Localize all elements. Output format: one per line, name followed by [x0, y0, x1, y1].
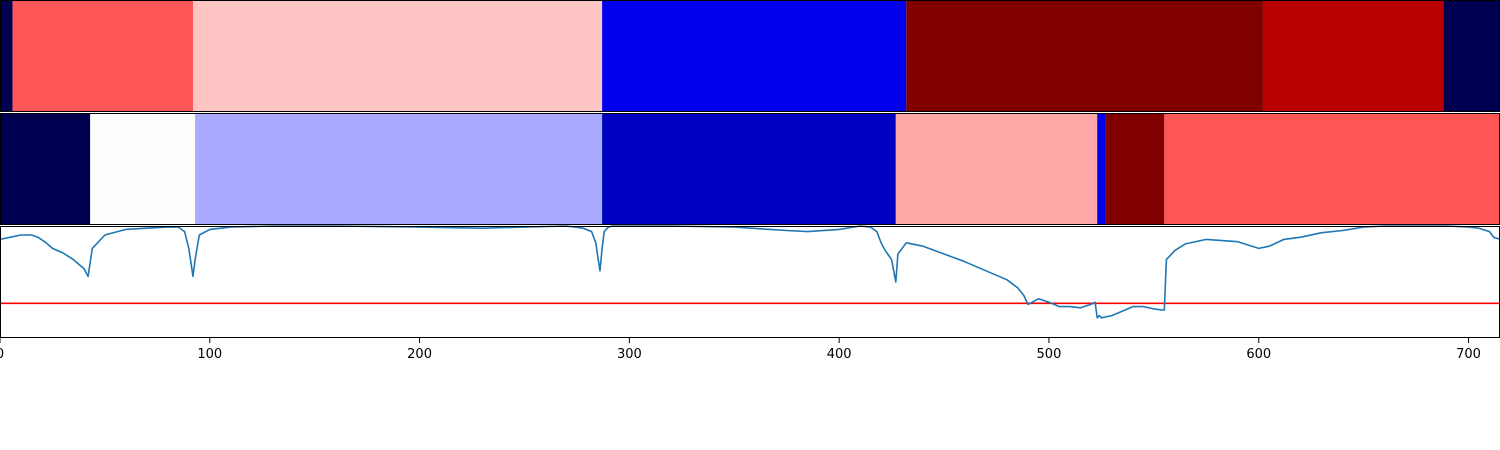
heatmap-segment-1-7 — [1443, 0, 1500, 112]
heatmap-segment-1-1 — [0, 0, 13, 112]
heatmap-segment-1-3 — [193, 0, 603, 112]
heatmap-strip-bottom — [0, 113, 1500, 225]
x-tick-label-500: 500 — [1037, 347, 1062, 362]
heatmap-segment-1-2 — [12, 0, 194, 112]
heatmap-segment-2-5 — [895, 113, 1098, 225]
heatmap-strip-top — [0, 0, 1500, 112]
heatmap-segment-2-8 — [1164, 113, 1500, 225]
heatmap-segment-1-6 — [1262, 0, 1444, 112]
x-tick-label-200: 200 — [407, 347, 432, 362]
x-tick-label-600: 600 — [1246, 347, 1271, 362]
x-tick-label-300: 300 — [617, 347, 642, 362]
heatmap-segment-2-7 — [1105, 113, 1165, 225]
line-plot-panel — [0, 225, 1500, 319]
heatmap-segment-2-3 — [195, 113, 603, 225]
x-tick-label-400: 400 — [827, 347, 852, 362]
x-tick-label-700: 700 — [1456, 347, 1481, 362]
heatmap-segment-2-4 — [602, 113, 896, 225]
heatmap-segment-2-1 — [0, 113, 91, 225]
heatmap-segment-2-2 — [90, 113, 196, 225]
heatmap-segment-1-5 — [906, 0, 1263, 112]
series-line-1 — [0, 225, 1500, 319]
heatmap-segment-1-4 — [602, 0, 907, 112]
x-axis: 0 100 200 300 400 500 600 700 — [0, 338, 1481, 362]
x-tick-label-100: 100 — [197, 347, 222, 362]
x-tick-label-0: 0 — [0, 347, 4, 362]
heatmap-segment-2-6 — [1097, 113, 1106, 225]
